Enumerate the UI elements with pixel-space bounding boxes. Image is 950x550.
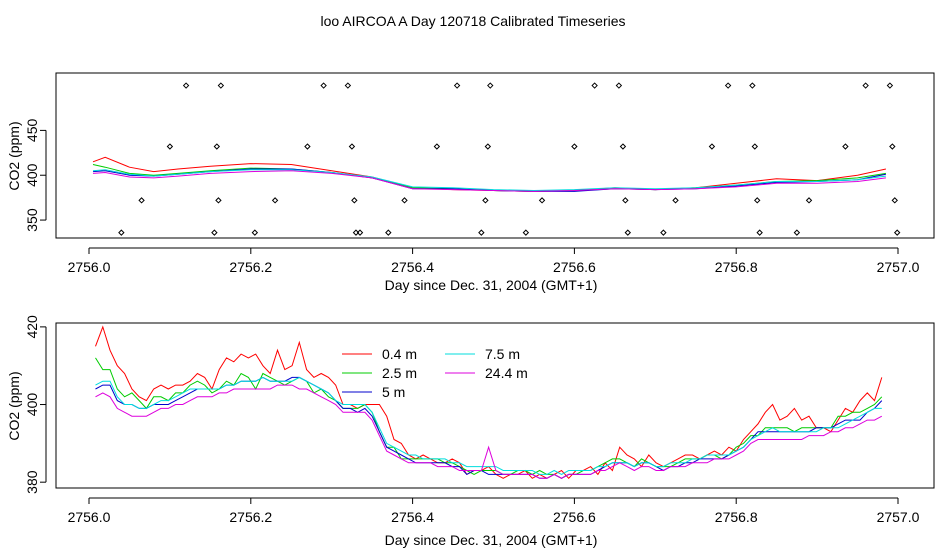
data-point — [522, 229, 530, 236]
data-point — [251, 229, 259, 236]
top-series — [92, 156, 887, 192]
bottom-x-tick-label: 2756.0 — [68, 509, 111, 525]
top-y-tick-label: 350 — [24, 208, 40, 232]
data-point — [891, 197, 898, 204]
data-point — [749, 82, 756, 89]
bottom-y-tick-label: 380 — [24, 470, 40, 494]
data-point — [751, 143, 759, 150]
top-series-line-1 — [92, 164, 886, 192]
data-point — [724, 82, 732, 89]
data-point — [356, 229, 364, 236]
bottom-x-tick-label: 2757.0 — [877, 509, 920, 525]
data-point — [213, 143, 221, 150]
data-point — [889, 143, 896, 150]
top-y-axis: 350 400 450 — [24, 118, 47, 232]
data-point — [893, 229, 901, 236]
data-point — [886, 82, 894, 89]
top-series-line-0 — [92, 156, 887, 192]
data-point — [756, 229, 763, 236]
top-x-axis: 2756.0 2756.2 2756.4 2756.6 2756.8 2757.0 — [68, 247, 920, 275]
data-point — [482, 197, 489, 204]
top-y-tick-label: 400 — [24, 163, 40, 187]
top-points — [118, 82, 901, 236]
top-x-tick-label: 2756.8 — [715, 259, 758, 275]
data-point — [344, 82, 352, 89]
bottom-series — [95, 325, 883, 480]
figure-title: loo AIRCOA A Day 120718 Calibrated Times… — [320, 13, 625, 29]
data-point — [138, 197, 145, 204]
legend-label-3: 7.5 m — [485, 346, 520, 362]
data-point — [622, 197, 629, 204]
bottom-y-axis-label: CO2 (ppm) — [6, 371, 22, 440]
bottom-x-tick-label: 2756.4 — [391, 509, 434, 525]
bottom-series-line-4 — [95, 384, 883, 479]
bottom-x-axis: 2756.0 2756.2 2756.4 2756.6 2756.8 2757.0 — [68, 497, 920, 525]
data-point — [624, 229, 632, 236]
bottom-y-tick-label: 420 — [24, 315, 40, 339]
bottom-y-tick-label: 400 — [24, 393, 40, 417]
legend-label-2: 5 m — [382, 384, 405, 400]
data-point — [672, 197, 679, 204]
data-point — [304, 143, 311, 150]
data-point — [401, 197, 408, 204]
legend-label-1: 2.5 m — [382, 365, 417, 381]
bottom-series-line-1 — [95, 357, 883, 479]
data-point — [538, 197, 546, 204]
data-point — [215, 197, 222, 204]
data-point — [182, 82, 190, 89]
top-x-tick-label: 2756.6 — [553, 259, 596, 275]
bottom-x-axis-label: Day since Dec. 31, 2004 (GMT+1) — [385, 532, 598, 548]
data-point — [320, 82, 327, 89]
data-point — [453, 82, 461, 89]
legend-label-4: 24.4 m — [485, 365, 528, 381]
data-point — [660, 229, 667, 236]
bottom-panel: 2756.0 2756.2 2756.4 2756.6 2756.8 2757.0 380… — [6, 315, 935, 548]
data-point — [842, 143, 849, 150]
top-x-axis-label: Day since Dec. 31, 2004 (GMT+1) — [385, 277, 598, 293]
data-point — [351, 197, 358, 204]
data-point — [862, 82, 869, 89]
bottom-y-axis: 380 400 420 — [24, 315, 47, 494]
top-x-tick-label: 2756.2 — [229, 259, 272, 275]
top-panel: 2756.0 2756.2 2756.4 2756.6 2756.8 2757.0 350… — [6, 72, 935, 293]
data-point — [217, 82, 225, 89]
bottom-plot-frame — [55, 322, 935, 489]
data-point — [615, 82, 623, 89]
data-point — [352, 229, 360, 236]
data-point — [478, 229, 485, 236]
top-x-tick-label: 2756.0 — [68, 259, 111, 275]
legend-label-0: 0.4 m — [382, 346, 417, 362]
data-point — [793, 229, 801, 236]
top-x-tick-label: 2757.0 — [877, 259, 920, 275]
data-point — [271, 197, 279, 204]
data-point — [385, 229, 392, 236]
data-point — [754, 197, 761, 204]
data-point — [118, 229, 125, 236]
legend: 0.4 m 2.5 m 5 m 7.5 m 24.4 m — [342, 346, 528, 400]
data-point — [211, 229, 218, 236]
bottom-x-tick-label: 2756.6 — [553, 509, 596, 525]
data-point — [708, 143, 716, 150]
data-point — [619, 143, 627, 150]
bottom-series-line-3 — [95, 376, 882, 475]
data-point — [487, 82, 494, 89]
bottom-x-tick-label: 2756.8 — [715, 509, 758, 525]
data-point — [484, 143, 492, 150]
top-y-axis-label: CO2 (ppm) — [6, 121, 22, 190]
data-point — [433, 143, 441, 150]
top-plot-frame — [55, 72, 935, 239]
data-point — [166, 143, 174, 150]
data-point — [805, 197, 813, 204]
top-series-line-3 — [92, 169, 886, 192]
top-x-tick-label: 2756.4 — [391, 259, 434, 275]
data-point — [348, 143, 356, 150]
top-y-tick-label: 450 — [24, 118, 40, 142]
data-point — [591, 82, 598, 89]
data-point — [571, 143, 578, 150]
top-series-line-4 — [92, 170, 886, 192]
bottom-x-tick-label: 2756.2 — [229, 509, 272, 525]
